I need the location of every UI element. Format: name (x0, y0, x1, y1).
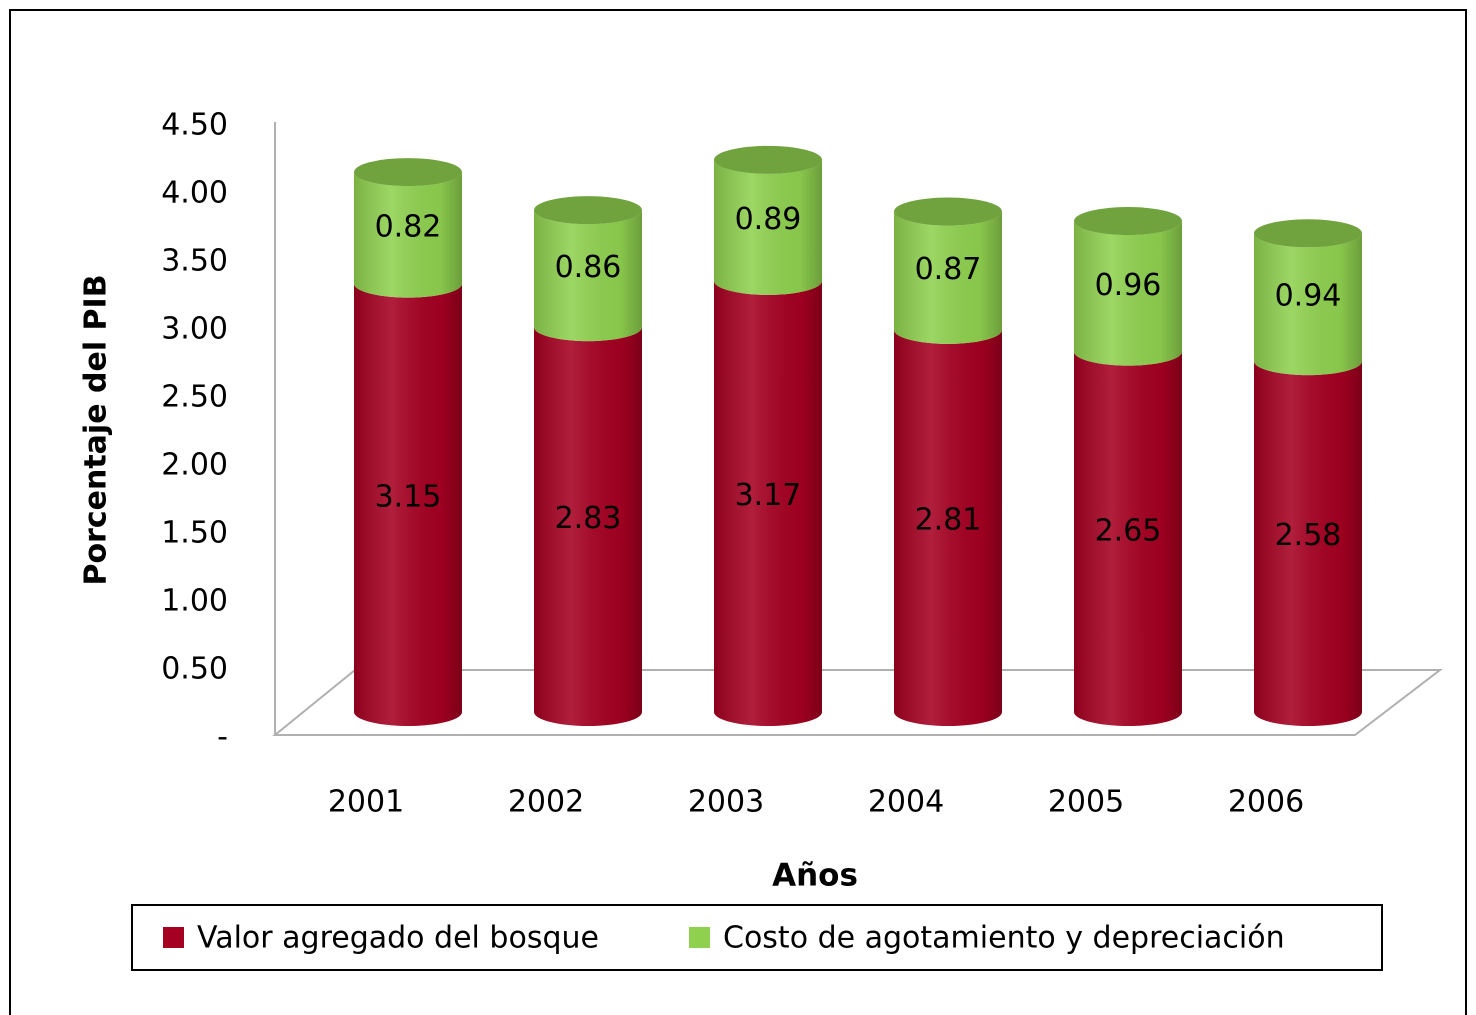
y-tick-label: 4.50 (161, 108, 228, 143)
x-axis-title: Años (772, 858, 858, 894)
data-label: 0.89 (735, 202, 802, 237)
bar-cap (1254, 219, 1362, 248)
data-label: 2.65 (1095, 513, 1162, 548)
bar-shade (1254, 361, 1362, 726)
bar-shade (894, 329, 1002, 726)
x-tick-label: 2005 (1048, 785, 1124, 820)
data-label: 0.96 (1095, 268, 1162, 303)
bar-shade (354, 283, 462, 726)
bar-shade (1074, 221, 1182, 366)
y-tick-label: 1.00 (161, 584, 228, 619)
y-tick-label: 3.50 (161, 244, 228, 279)
legend-box (131, 904, 1383, 971)
x-tick-label: 2003 (688, 785, 764, 820)
y-axis-title: Porcentaje del PIB (79, 274, 114, 585)
y-tick-label: 0.50 (161, 652, 228, 687)
data-label: 3.15 (375, 479, 442, 514)
legend-swatch (163, 927, 184, 948)
bar-shade (714, 280, 822, 726)
y-tick-label: 2.00 (161, 448, 228, 483)
data-label: 0.86 (555, 250, 622, 285)
y-tick-label: 2.50 (161, 380, 228, 415)
legend-swatch (689, 927, 710, 948)
bar-shade (534, 327, 642, 726)
bar-cap (894, 197, 1002, 226)
bar-shade (894, 211, 1002, 344)
data-label: 0.87 (915, 252, 982, 287)
x-tick-label: 2004 (868, 785, 944, 820)
bar-shade (354, 172, 462, 298)
y-tick-label: 1.50 (161, 516, 228, 551)
x-tick-label: 2001 (328, 785, 404, 820)
legend-label: Costo de agotamiento y depreciación (723, 921, 1285, 956)
x-tick-label: 2002 (508, 785, 584, 820)
data-label: 0.82 (375, 209, 442, 244)
y-tick-label: - (217, 720, 228, 755)
data-label: 2.83 (555, 501, 622, 536)
bar-cap (714, 145, 822, 174)
bar-shade (1074, 351, 1182, 726)
bar-cap (1074, 207, 1182, 236)
bar-shade (1254, 233, 1362, 376)
bar-shade (714, 159, 822, 295)
bar-cap (354, 158, 462, 187)
data-label: 3.17 (735, 478, 802, 513)
y-tick-label: 3.00 (161, 312, 228, 347)
data-label: 2.81 (915, 502, 982, 537)
floor (272, 669, 1443, 736)
legend-label: Valor agregado del bosque (197, 921, 599, 956)
y-tick-label: 4.00 (161, 176, 228, 211)
bar-cap (534, 196, 642, 225)
bar-shade (534, 210, 642, 342)
data-label: 0.94 (1275, 279, 1342, 314)
data-label: 2.58 (1275, 518, 1342, 553)
x-tick-label: 2006 (1228, 785, 1304, 820)
